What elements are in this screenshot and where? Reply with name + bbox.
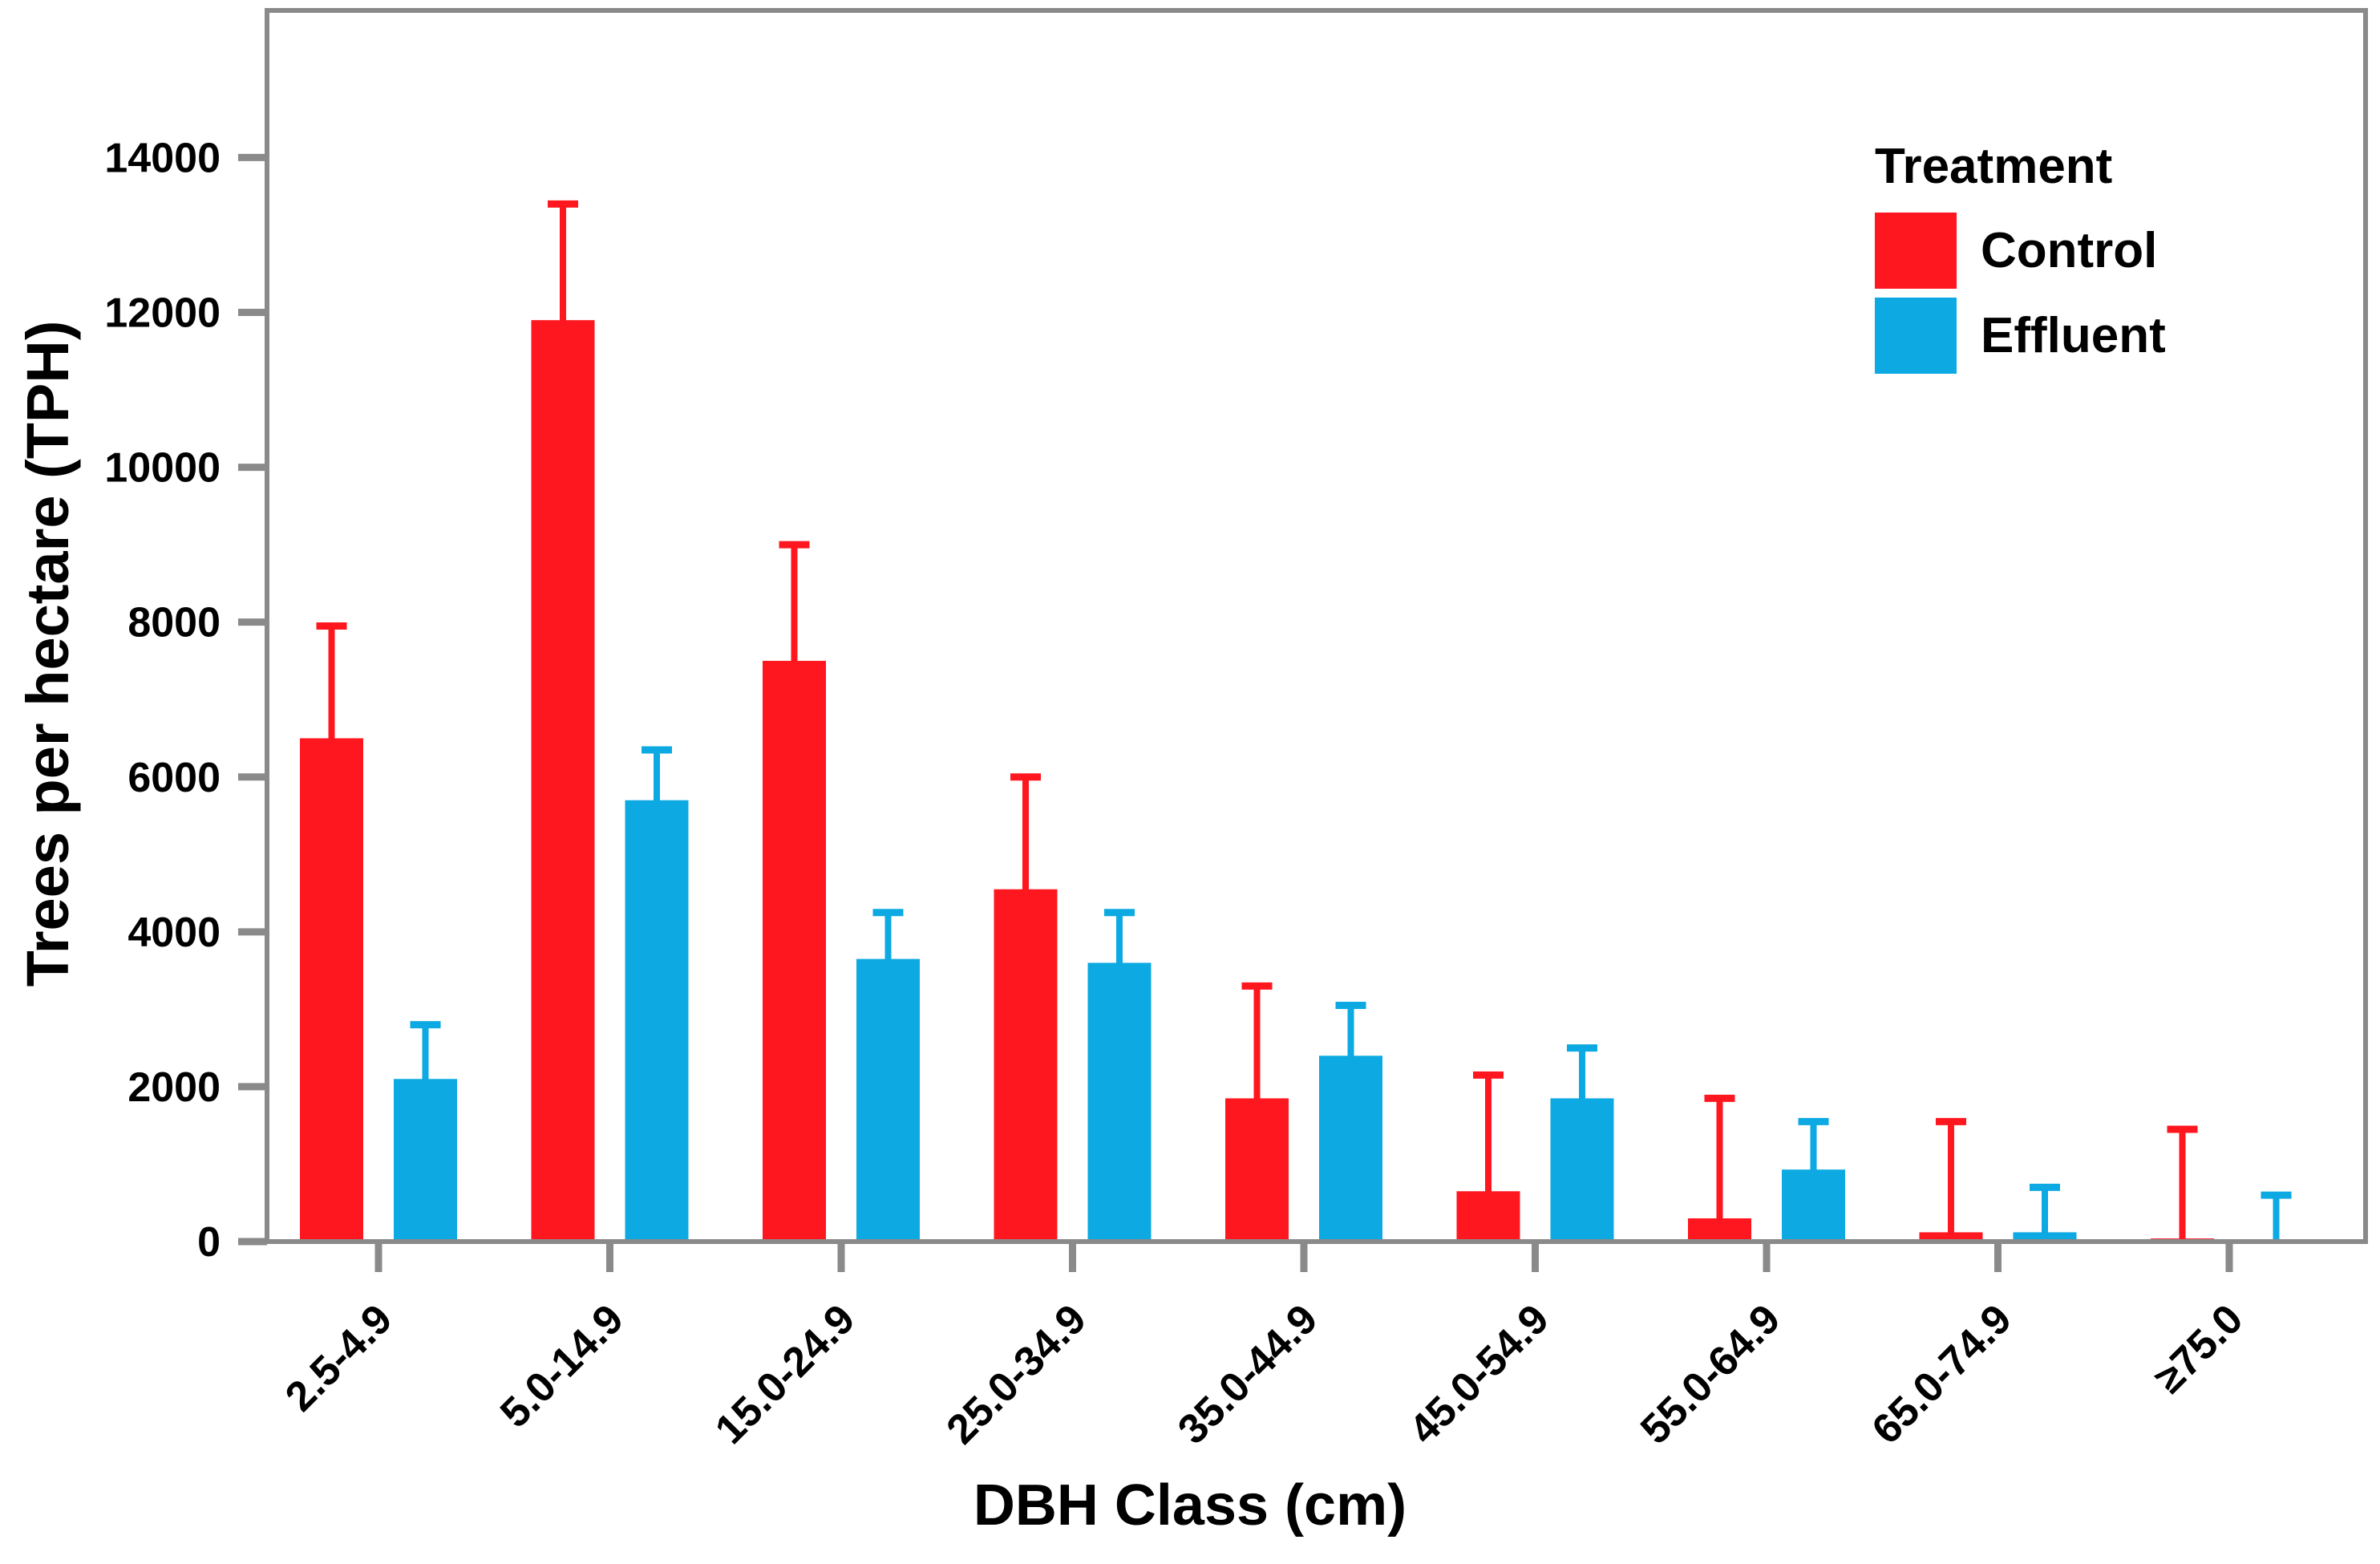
- y-tick-label-0: 0: [197, 1219, 221, 1266]
- legend-item-control: Control: [1875, 213, 2166, 289]
- bar-control-6: [1688, 1218, 1751, 1242]
- legend-swatch-effluent-icon: [1875, 298, 1957, 374]
- x-tick-label-5: 45.0-54.9: [1401, 1295, 1558, 1453]
- y-tick-label-6000: 6000: [128, 755, 221, 801]
- bar-effluent-1: [625, 800, 689, 1242]
- legend-title: Treatment: [1875, 139, 2113, 194]
- x-tick-label-1: 5.0-14.9: [492, 1295, 633, 1436]
- legend: Treatment Control Effluent: [1875, 138, 2166, 383]
- x-tick-label-2: 15.0-24.9: [706, 1295, 864, 1453]
- x-tick-label-8: ≥75.0: [2146, 1295, 2252, 1402]
- x-tick-label-6: 55.0-64.9: [1632, 1295, 1789, 1453]
- y-tick-label-14000: 14000: [104, 135, 221, 181]
- y-tick-label-2000: 2000: [128, 1064, 221, 1111]
- x-tick-label-4: 35.0-44.9: [1169, 1295, 1326, 1453]
- bar-effluent-0: [394, 1079, 457, 1242]
- y-tick-label-4000: 4000: [128, 910, 221, 956]
- legend-label-control: Control: [1981, 223, 2158, 278]
- bar-control-2: [763, 660, 826, 1242]
- bar-control-5: [1456, 1191, 1520, 1242]
- bar-effluent-2: [856, 958, 920, 1242]
- y-tick-label-8000: 8000: [128, 600, 221, 646]
- legend-label-effluent: Effluent: [1981, 308, 2166, 363]
- bar-effluent-5: [1550, 1098, 1614, 1242]
- bar-effluent-4: [1319, 1055, 1382, 1242]
- bar-control-0: [300, 738, 363, 1242]
- x-tick-label-7: 65.0-74.9: [1864, 1295, 2021, 1453]
- y-tick-label-10000: 10000: [104, 445, 221, 492]
- bar-control-4: [1225, 1098, 1289, 1242]
- plot-frame: [265, 8, 2368, 1244]
- legend-swatch-control-icon: [1875, 213, 1957, 289]
- x-tick-label-3: 25.0-34.9: [938, 1295, 1095, 1453]
- bar-control-3: [994, 889, 1058, 1242]
- bar-effluent-6: [1782, 1169, 1845, 1242]
- bar-control-7: [1919, 1232, 1983, 1242]
- legend-item-effluent: Effluent: [1875, 298, 2166, 374]
- bar-effluent-3: [1087, 962, 1152, 1242]
- y-tick-label-12000: 12000: [104, 290, 221, 337]
- x-axis-title: DBH Class (cm): [973, 1473, 1407, 1538]
- bar-control-1: [531, 320, 595, 1242]
- y-axis-title: Trees per hectare (TPH): [14, 320, 81, 987]
- x-tick-label-0: 2.5-4.9: [277, 1295, 401, 1420]
- bar-effluent-7: [2013, 1232, 2077, 1242]
